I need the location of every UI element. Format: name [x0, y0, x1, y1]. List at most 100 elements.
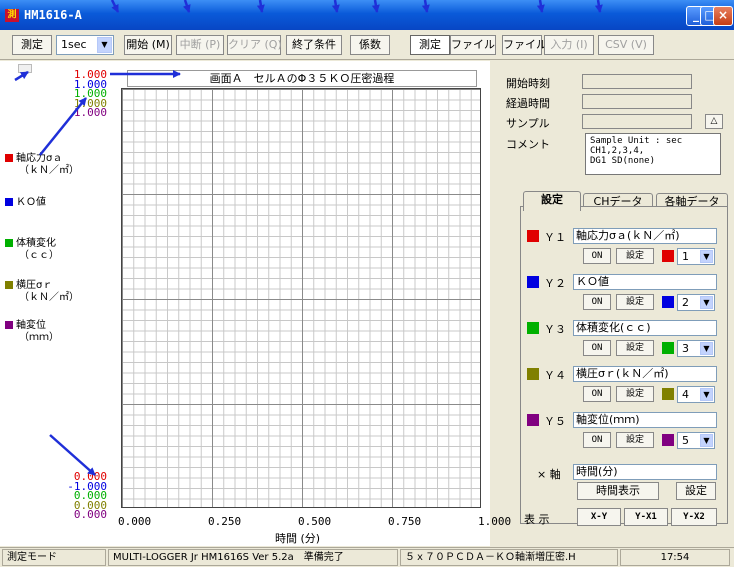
y-top-label: 1.000	[73, 87, 107, 100]
series-color-swatch	[527, 368, 539, 380]
series-on-button[interactable]: ON	[583, 294, 611, 310]
input-button[interactable]: 入力 (I)	[544, 35, 594, 55]
sample-expand-button[interactable]: △	[705, 114, 723, 129]
end-condition-button[interactable]: 終了条件	[286, 35, 342, 55]
series-number-select[interactable]: 1 ▼	[677, 248, 715, 265]
legend-name: ＫＯ値	[16, 197, 46, 208]
start-time-label: 開始時刻	[506, 77, 550, 90]
chevron-down-icon: ▼	[97, 37, 112, 53]
plot-grid[interactable]	[121, 88, 481, 508]
series-color-swatch	[527, 322, 539, 334]
series-on-button[interactable]: ON	[583, 432, 611, 448]
series-axis-label: Ｙ２	[544, 277, 566, 290]
comment-box[interactable]: Sample Unit : sec CH1,2,3,4, DG1 SD(none…	[585, 133, 721, 175]
mode-file-button[interactable]: ファイル	[450, 35, 496, 55]
series-color-button[interactable]	[662, 434, 674, 446]
elapsed-time-field	[582, 94, 692, 109]
legend-unit: （ｋＮ／㎡）	[19, 292, 79, 303]
status-mode: 測定モード	[2, 549, 106, 566]
series-axis-label: Ｙ１	[544, 231, 566, 244]
legend-name: 軸応力σａ	[16, 153, 63, 164]
series-name-field[interactable]: ＫＯ値	[573, 274, 717, 290]
interval-select[interactable]: 1sec ▼	[56, 35, 114, 55]
y-top-label: 1.000	[73, 68, 107, 81]
tab-axis-data[interactable]: 各軸データ	[656, 193, 728, 210]
legend-color-swatch	[5, 239, 13, 247]
status-version: MULTI-LOGGER Jr HM1616S Ver 5.2a 準備完了	[108, 549, 398, 566]
start-button[interactable]: 開始 (M)	[124, 35, 172, 55]
series-on-button[interactable]: ON	[583, 340, 611, 356]
sample-label: サンプル	[506, 117, 550, 130]
series-name-field[interactable]: 横圧σｒ(ｋＮ／㎡)	[573, 366, 717, 382]
series-settings-button[interactable]: 設定	[616, 248, 654, 264]
series-number-select[interactable]: 4 ▼	[677, 386, 715, 403]
elapsed-time-label: 経過時間	[506, 97, 550, 110]
series-color-button[interactable]	[662, 296, 674, 308]
series-name-field[interactable]: 体積変化(ｃｃ)	[573, 320, 717, 336]
tab-ch-data[interactable]: CHデータ	[583, 193, 653, 210]
legend-item: 軸変位 （ｍｍ）	[5, 320, 59, 344]
close-button[interactable]: ×	[713, 6, 733, 26]
x-axis-settings-button[interactable]: 設定	[676, 482, 716, 500]
legend-name: 軸変位	[16, 320, 46, 331]
x-axis-label: 時間 (分)	[275, 532, 321, 545]
y-bottom-label: 0.000	[73, 508, 107, 521]
sample-field	[582, 114, 692, 129]
series-color-button[interactable]	[662, 250, 674, 262]
y-bottom-label: -1.000	[67, 479, 107, 493]
y-bottom-label: 0.000	[73, 498, 107, 512]
legend-unit: （ｋＮ／㎡）	[19, 165, 79, 176]
comment-label: コメント	[506, 138, 550, 151]
series-axis-label: Ｙ４	[544, 369, 566, 382]
legend-color-swatch	[5, 154, 13, 162]
chevron-down-icon: ▼	[700, 388, 713, 401]
series-settings-button[interactable]: 設定	[616, 294, 654, 310]
display-yx1-button[interactable]: Y-X1	[624, 508, 668, 526]
series-number-select[interactable]: 5 ▼	[677, 432, 715, 449]
series-color-button[interactable]	[662, 388, 674, 400]
title-bar	[0, 0, 734, 30]
coefficient-button[interactable]: 係数	[350, 35, 390, 55]
chevron-down-icon: ▼	[700, 342, 713, 355]
series-color-button[interactable]	[662, 342, 674, 354]
tab-settings[interactable]: 設定	[523, 191, 581, 211]
clear-button[interactable]: クリア (Q)	[227, 35, 282, 55]
series-number-select[interactable]: 2 ▼	[677, 294, 715, 311]
chevron-down-icon: ▼	[700, 250, 713, 263]
legend-name: 体積変化	[16, 238, 56, 249]
series-settings-button[interactable]: 設定	[616, 386, 654, 402]
series-settings-button[interactable]: 設定	[616, 432, 654, 448]
series-name-field[interactable]: 軸変位(ｍｍ)	[573, 412, 717, 428]
display-yx2-button[interactable]: Y-X2	[671, 508, 717, 526]
series-color-swatch	[527, 230, 539, 242]
time-display-button[interactable]: 時間表示	[577, 482, 659, 500]
pause-button[interactable]: 中断 (P)	[176, 35, 224, 55]
display-xy-button[interactable]: X-Y	[577, 508, 621, 526]
series-axis-label: Ｙ５	[544, 415, 566, 428]
series-on-button[interactable]: ON	[583, 386, 611, 402]
series-number-select[interactable]: 3 ▼	[677, 340, 715, 357]
interval-value: 1sec	[61, 38, 87, 51]
csv-button[interactable]: CSV (V)	[598, 35, 654, 55]
series-number-value: 5	[682, 434, 689, 447]
graph-handle[interactable]	[18, 64, 32, 73]
legend-color-swatch	[5, 198, 13, 206]
series-settings-button[interactable]: 設定	[616, 340, 654, 356]
mode-measure-button[interactable]: 測定	[410, 35, 450, 55]
series-name-field[interactable]: 軸応力σａ(ｋＮ／㎡)	[573, 228, 717, 244]
file-button[interactable]: ファイル	[502, 35, 547, 55]
series-number-value: 3	[682, 342, 689, 355]
x-tick-label: 0.000	[118, 515, 152, 528]
legend-color-swatch	[5, 321, 13, 329]
series-number-value: 4	[682, 388, 689, 401]
chevron-down-icon: ▼	[700, 434, 713, 447]
series-on-button[interactable]: ON	[583, 248, 611, 264]
start-time-field	[582, 74, 692, 89]
x-axis-name-field[interactable]: 時間(分)	[573, 464, 717, 480]
measure-menu-button[interactable]: 測定	[12, 35, 52, 55]
x-tick-label: 1.000	[478, 515, 512, 528]
x-tick-label: 0.750	[388, 515, 422, 528]
y-bottom-label: 0.000	[73, 470, 107, 483]
legend-unit: （ｍｍ）	[19, 332, 59, 343]
legend-name: 横圧σｒ	[16, 280, 53, 291]
